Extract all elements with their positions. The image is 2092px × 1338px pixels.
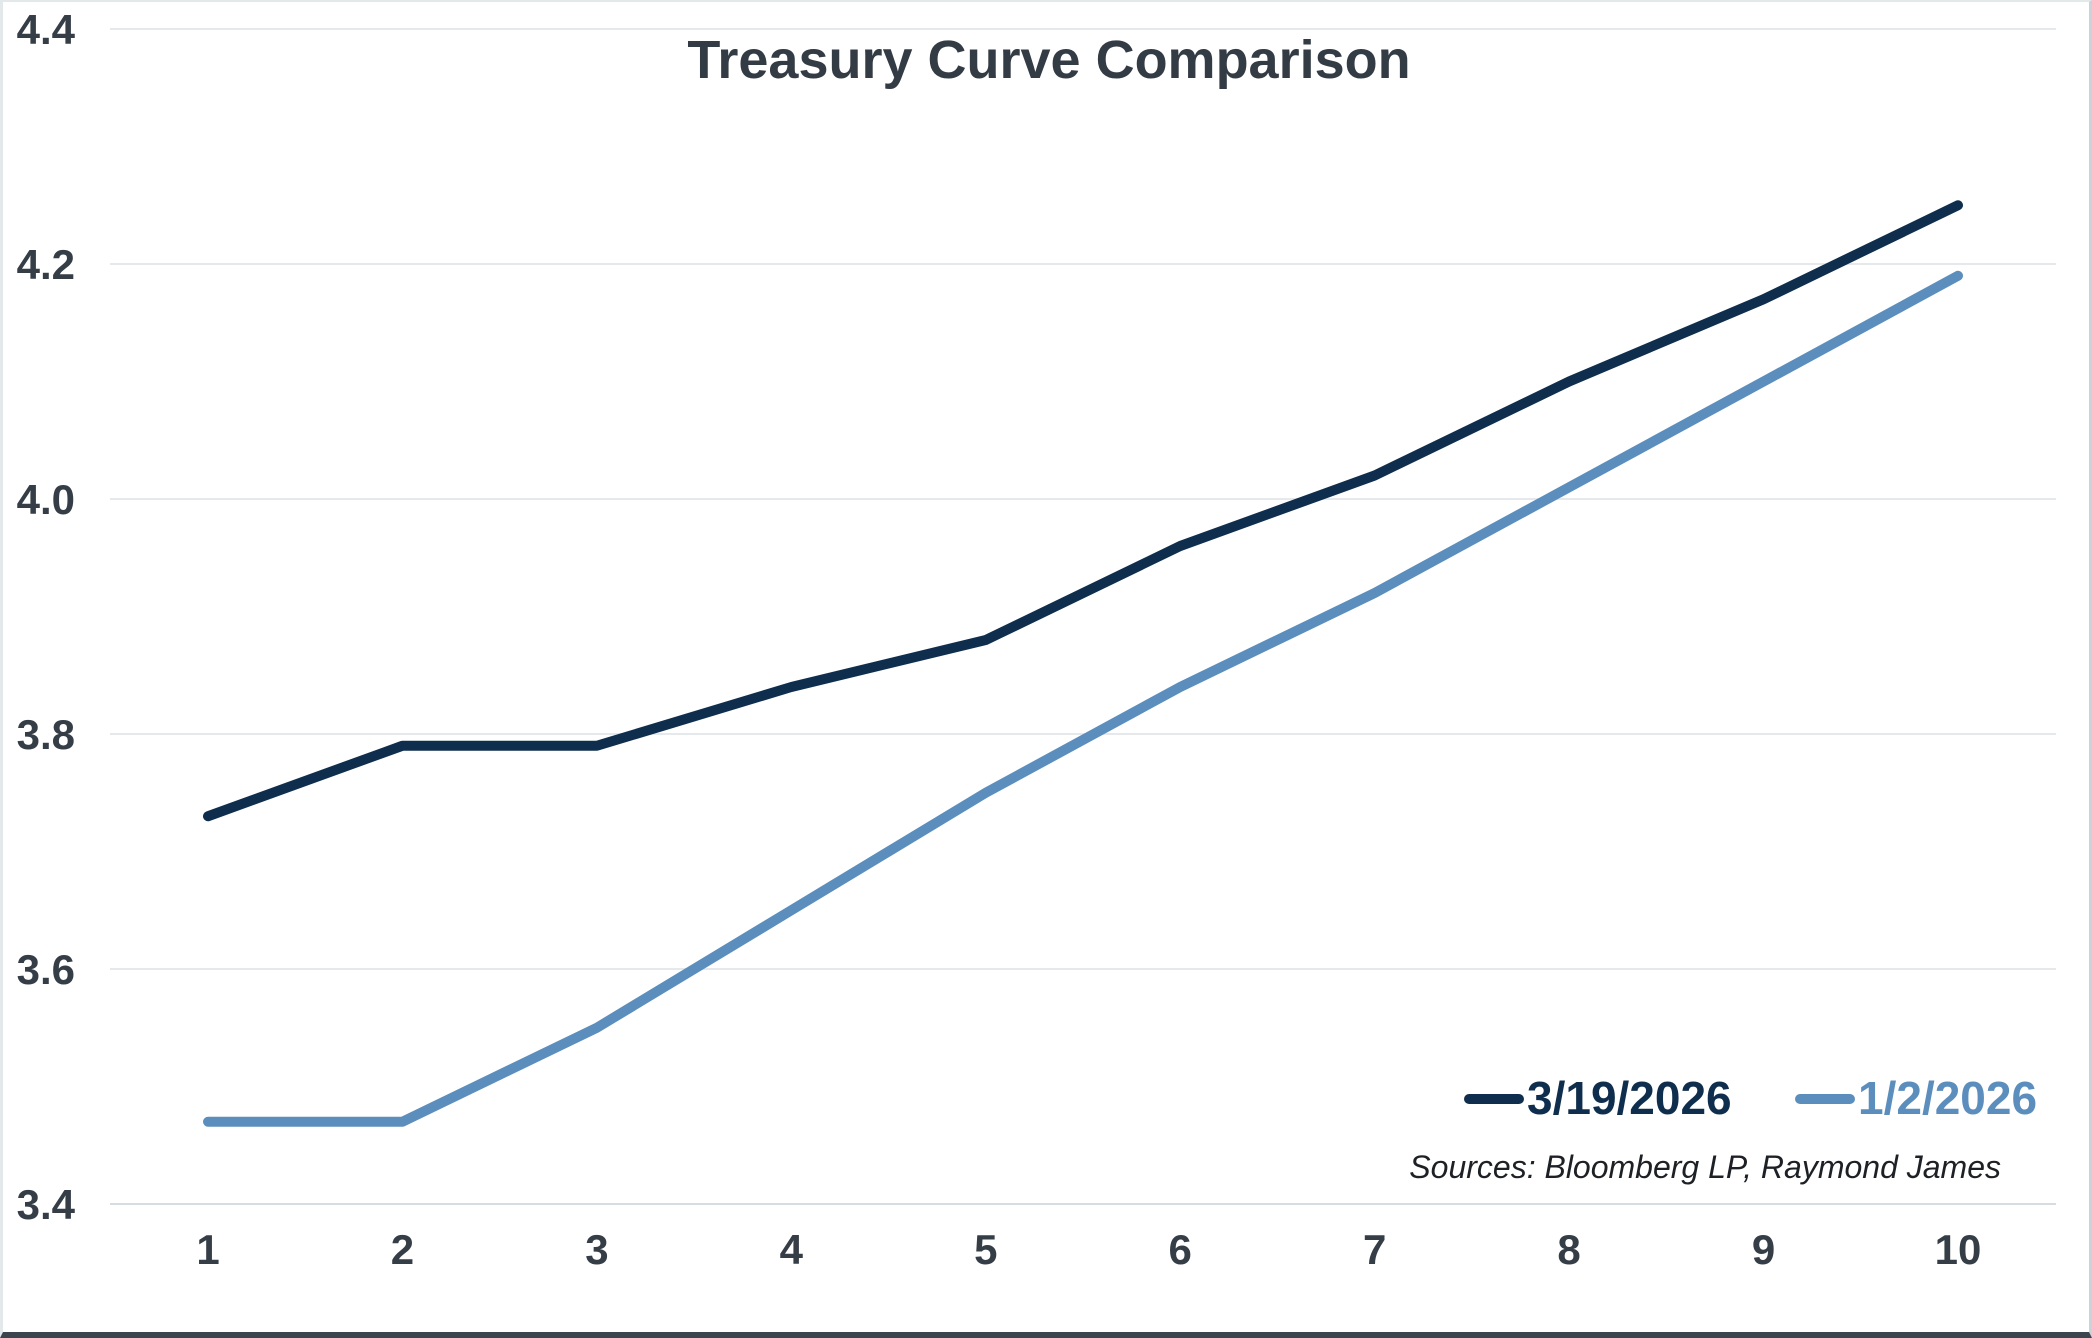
grid-layer: 3.4 3.6 3.8 4.0 4.2 4.4 1 2 3 4 5 6 7 8 9 10 xyxy=(17,6,2056,1273)
x-tick-label: 9 xyxy=(1752,1226,1775,1273)
legend: 3/19/2026 1/2/2026 xyxy=(1464,1072,2037,1124)
x-tick-label: 1 xyxy=(196,1226,219,1273)
x-tick-label: 7 xyxy=(1363,1226,1386,1273)
legend-label-series-1: 1/2/2026 xyxy=(1858,1072,2037,1124)
series-layer xyxy=(203,200,1963,1127)
series-line-3-19-2026 xyxy=(203,200,1963,822)
y-tick-label: 3.6 xyxy=(17,946,75,993)
x-tick-label: 5 xyxy=(974,1226,997,1273)
source-note: Sources: Bloomberg LP, Raymond James xyxy=(1409,1149,2001,1185)
x-tick-label: 10 xyxy=(1935,1226,1982,1273)
y-tick-label: 3.8 xyxy=(17,711,75,758)
x-tick-label: 6 xyxy=(1169,1226,1192,1273)
plot-area: 3.4 3.6 3.8 4.0 4.2 4.4 1 2 3 4 5 6 7 8 9 10 Treasury C… xyxy=(17,6,2056,1273)
y-tick-label: 4.2 xyxy=(17,241,75,288)
chart-title: Treasury Curve Comparison xyxy=(687,30,1410,90)
y-tick-label: 4.0 xyxy=(17,476,75,523)
x-tick-label: 2 xyxy=(391,1226,414,1273)
x-tick-label: 4 xyxy=(780,1226,804,1273)
series-line-1-2-2026 xyxy=(203,270,1963,1127)
x-tick-label: 3 xyxy=(585,1226,608,1273)
y-tick-label: 3.4 xyxy=(17,1181,76,1228)
legend-label-series-0: 3/19/2026 xyxy=(1527,1072,1732,1124)
y-tick-label: 4.4 xyxy=(17,6,76,53)
x-tick-label: 8 xyxy=(1557,1226,1580,1273)
